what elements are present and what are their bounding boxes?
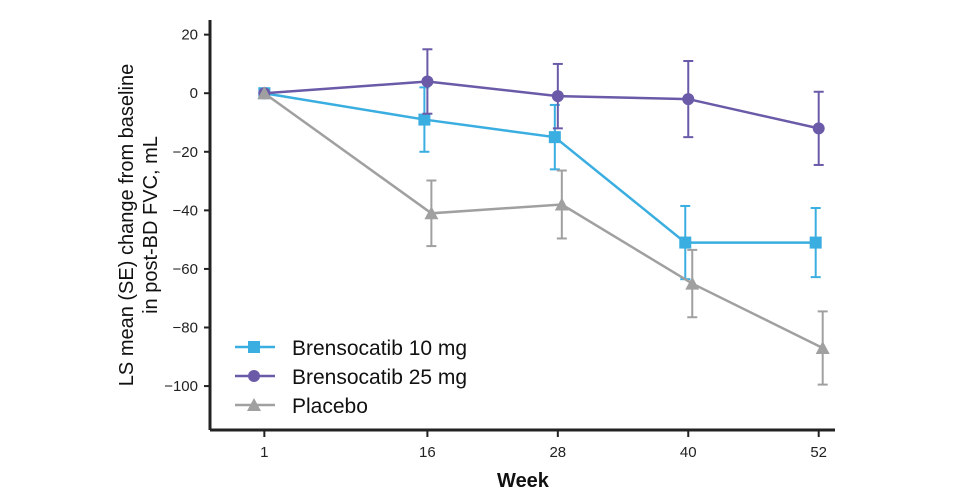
y-tick-label: −100 (164, 378, 198, 395)
y-tick-label: −60 (173, 261, 198, 278)
data-point (418, 113, 431, 126)
data-point (682, 93, 695, 106)
data-point (551, 90, 564, 103)
x-tick-label: 52 (810, 444, 827, 461)
series-line (263, 92, 824, 350)
x-tick-label: 16 (419, 444, 436, 461)
data-point (421, 75, 434, 88)
series-layer (257, 48, 830, 386)
x-tick-label: 28 (549, 444, 566, 461)
legend-marker (248, 370, 260, 382)
legend-label: Brensocatib 25 mg (292, 366, 467, 389)
series-line (264, 91, 816, 244)
data-point (815, 341, 830, 354)
data-point (257, 86, 272, 100)
data-point (548, 131, 561, 144)
y-axis-label-line-1: LS mean (SE) change from baseline (116, 64, 138, 386)
data-point (812, 122, 825, 135)
y-tick-label: −40 (173, 202, 198, 219)
y-axis-label-line-2: in post-BD FVC, mL (140, 136, 162, 314)
x-tick-label: 1 (260, 444, 268, 461)
x-tick-label: 40 (680, 444, 697, 461)
x-axis-label: Week (497, 470, 550, 492)
y-tick-label: 0 (190, 85, 198, 102)
data-point (424, 206, 439, 220)
legend-marker (248, 341, 260, 353)
legend-item: Brensocatib 25 mg (235, 366, 467, 389)
series-line (264, 80, 819, 130)
legend-label: Brensocatib 10 mg (292, 337, 467, 360)
legend: Brensocatib 10 mg Brensocatib 25 mg Placeb… (235, 337, 467, 418)
series-brensocatib-10-mg (258, 86, 822, 281)
y-tick-label: −80 (173, 320, 198, 337)
series-placebo (257, 86, 830, 386)
y-tick-label: −20 (173, 144, 198, 161)
legend-item: Brensocatib 10 mg (235, 337, 467, 360)
data-point (809, 236, 822, 249)
axes: 20 0 −20 −40 −60 −80 −100 1 16 28 40 52 (164, 20, 835, 461)
data-point (554, 197, 569, 211)
legend-marker (247, 398, 261, 411)
legend-item: Placebo (235, 395, 368, 418)
data-point (679, 236, 692, 249)
legend-label: Placebo (292, 395, 368, 418)
data-point (685, 276, 700, 290)
y-tick-label: 20 (181, 27, 198, 44)
